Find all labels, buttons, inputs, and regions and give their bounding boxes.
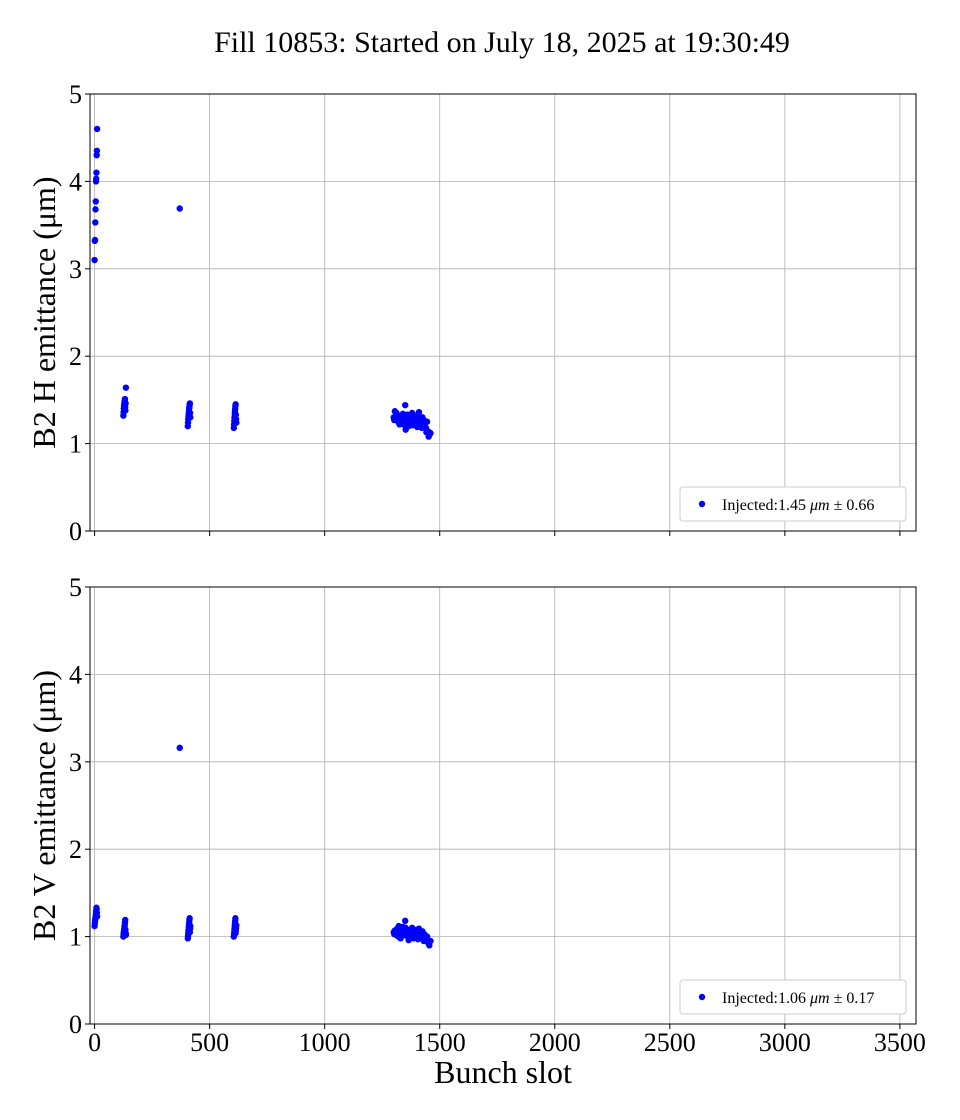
x-tick-label: 2000 bbox=[529, 1028, 581, 1057]
data-point bbox=[92, 198, 99, 205]
data-point bbox=[122, 931, 130, 939]
legend-box bbox=[679, 979, 907, 1015]
data-point bbox=[186, 915, 193, 922]
y-tick-label: 0 bbox=[69, 517, 82, 546]
y-tick-label: 3 bbox=[69, 748, 82, 777]
x-tick-label: 500 bbox=[190, 1028, 229, 1057]
data-point bbox=[407, 413, 414, 420]
data-point bbox=[91, 236, 99, 244]
data-point bbox=[400, 421, 407, 428]
data-point bbox=[93, 125, 101, 133]
x-tick-label: 2500 bbox=[644, 1028, 696, 1057]
data-point bbox=[122, 407, 129, 414]
y-axis-label: B2 H emittance (μm) bbox=[26, 176, 62, 448]
y-tick-label: 3 bbox=[69, 255, 82, 284]
data-point bbox=[92, 206, 99, 213]
legend-marker bbox=[698, 500, 706, 508]
data-point bbox=[420, 421, 428, 428]
data-point bbox=[420, 930, 428, 938]
y-axis-label: B2 V emittance (μm) bbox=[26, 670, 62, 941]
data-point bbox=[93, 175, 100, 182]
axes-frame bbox=[89, 93, 917, 532]
chart-title: Fill 10853: Started on July 18, 2025 at … bbox=[214, 26, 790, 59]
data-point bbox=[233, 419, 240, 426]
y-tick-label: 2 bbox=[69, 342, 82, 371]
data-point bbox=[186, 400, 194, 407]
legend-label: Injected:1.06 μm ± 0.17 bbox=[722, 990, 874, 1007]
x-tick-label: 3000 bbox=[759, 1028, 811, 1057]
data-point bbox=[425, 940, 432, 947]
x-tick-label: 1000 bbox=[299, 1028, 351, 1057]
x-tick-label: 1500 bbox=[414, 1028, 466, 1057]
data-point bbox=[402, 917, 409, 925]
data-point bbox=[425, 433, 432, 440]
legend-box bbox=[679, 486, 907, 522]
panel-horizontal-emittance: 0 1 2 3 4 5 B2 H emittance (μm) Injected:1.45 μ… bbox=[26, 80, 917, 546]
y-tick-label: 1 bbox=[69, 430, 82, 459]
data-point bbox=[92, 219, 99, 226]
data-point bbox=[395, 922, 402, 930]
legend-marker bbox=[698, 993, 706, 1001]
data-point bbox=[122, 916, 129, 924]
x-tick-label: 0 bbox=[88, 1028, 101, 1057]
data-point bbox=[91, 256, 98, 264]
data-point bbox=[397, 933, 405, 940]
data-point bbox=[93, 147, 101, 155]
data-point bbox=[415, 408, 423, 416]
data-point bbox=[93, 169, 100, 176]
data-point bbox=[402, 426, 409, 433]
panel-vertical-emittance: 0 500 1000 1500 2000 2500 3000 3500 0 1 2 3 4 5 B2 V e… bbox=[26, 573, 926, 1057]
data-point bbox=[233, 922, 240, 929]
data-point bbox=[176, 744, 183, 752]
y-tick-label: 0 bbox=[69, 1010, 82, 1039]
y-tick-label: 1 bbox=[69, 923, 82, 952]
data-point bbox=[395, 414, 402, 421]
data-point bbox=[232, 401, 239, 408]
data-point bbox=[413, 926, 421, 933]
data-point bbox=[93, 913, 101, 920]
y-tick-label: 5 bbox=[69, 573, 82, 602]
y-tick-label: 4 bbox=[69, 167, 82, 196]
data-point bbox=[187, 922, 194, 930]
data-point bbox=[232, 915, 239, 922]
x-tick-label: 3500 bbox=[874, 1028, 926, 1057]
y-tick-label: 2 bbox=[69, 835, 82, 864]
y-tick-label: 4 bbox=[69, 660, 82, 689]
x-axis-label: Bunch slot bbox=[434, 1054, 572, 1090]
data-point bbox=[122, 384, 130, 391]
y-tick-label: 5 bbox=[69, 80, 82, 109]
data-point bbox=[122, 400, 129, 407]
data-point bbox=[176, 205, 183, 212]
axes-frame bbox=[89, 586, 917, 1025]
legend-label: Injected:1.45 μm ± 0.66 bbox=[722, 497, 874, 514]
data-point bbox=[416, 415, 423, 422]
data-point bbox=[402, 401, 409, 409]
data-point bbox=[187, 414, 194, 421]
